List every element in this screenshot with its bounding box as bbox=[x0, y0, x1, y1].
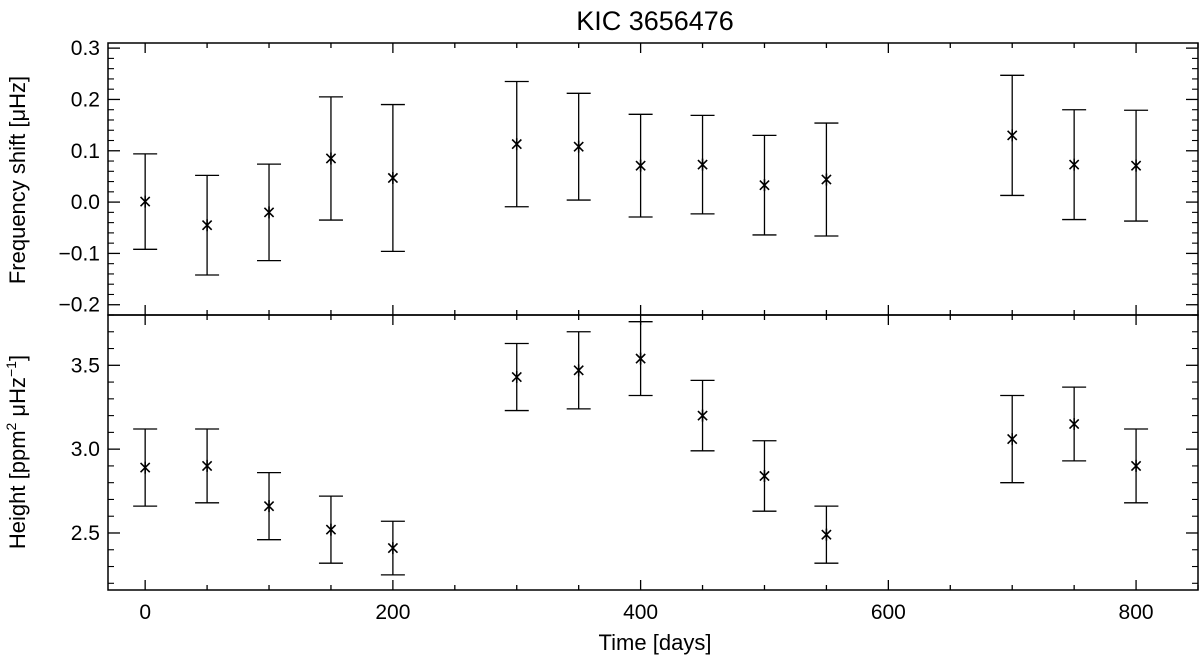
x-axis-label: Time [days] bbox=[599, 630, 712, 655]
ylabel-part-3: μHz bbox=[5, 377, 30, 423]
top-data-point bbox=[759, 179, 770, 192]
top-data-point bbox=[635, 159, 646, 172]
top-data-point bbox=[1068, 158, 1080, 171]
y-tick-label: 0.0 bbox=[71, 191, 100, 214]
top-data-point bbox=[821, 173, 832, 186]
top-y-axis-label: Frequency shift [μHz] bbox=[5, 76, 30, 284]
bottom-data-point bbox=[1007, 433, 1018, 446]
bottom-data-point bbox=[387, 542, 399, 555]
y-tick-label: 3.0 bbox=[71, 438, 100, 461]
bottom-data-point bbox=[1130, 459, 1142, 472]
y-tick-label: 2.5 bbox=[71, 522, 100, 545]
bottom-data-point bbox=[325, 523, 337, 536]
bottom-panel: 0 200 400 600 800 2.5 3.0 3.5 Height [ppm2 μHz−… bbox=[3, 314, 1199, 655]
top-data-point bbox=[201, 219, 213, 232]
bottom-panel-marks bbox=[133, 321, 1149, 576]
x-tick-label: 400 bbox=[623, 601, 658, 624]
bottom-data-point bbox=[573, 364, 584, 377]
bottom-data-point bbox=[697, 409, 708, 422]
y-tick-label: 0.1 bbox=[71, 140, 100, 163]
top-panel-ticks: −0.2 −0.1 0.0 0.1 0.2 0.3 bbox=[59, 37, 1199, 317]
y-tick-label: −0.1 bbox=[59, 242, 100, 265]
top-data-point bbox=[573, 140, 584, 153]
top-data-point bbox=[1130, 159, 1142, 172]
x-tick-label: 800 bbox=[1119, 601, 1154, 624]
bottom-data-point bbox=[1068, 417, 1080, 430]
top-panel-marks bbox=[133, 74, 1149, 276]
y-tick-label: 3.5 bbox=[71, 354, 100, 377]
bottom-y-axis-label: Height [ppm2 μHz−1] bbox=[3, 355, 30, 549]
ylabel-superscript-2: 2 bbox=[3, 422, 19, 430]
y-tick-label: −0.2 bbox=[59, 294, 100, 317]
top-data-point bbox=[325, 152, 337, 165]
top-panel: −0.2 −0.1 0.0 0.1 0.2 0.3 Frequency shift [μH… bbox=[5, 37, 1199, 317]
y-tick-label: 0.2 bbox=[71, 88, 100, 111]
top-data-point bbox=[511, 138, 522, 151]
top-data-point bbox=[263, 206, 275, 219]
chart-title: KIC 3656476 bbox=[576, 6, 734, 36]
top-data-point bbox=[139, 195, 151, 208]
x-tick-label: 600 bbox=[871, 601, 906, 624]
top-data-point bbox=[387, 171, 399, 184]
bottom-data-point bbox=[139, 461, 151, 474]
bottom-data-point bbox=[635, 352, 646, 365]
bottom-panel-frame bbox=[107, 314, 1199, 591]
top-data-point bbox=[697, 158, 708, 171]
x-tick-label: 200 bbox=[375, 601, 410, 624]
x-tick-label: 0 bbox=[139, 601, 151, 624]
bottom-data-point bbox=[263, 500, 275, 513]
ylabel-part-1: Height [ppm bbox=[5, 430, 30, 549]
ylabel-superscript-4: −1 bbox=[3, 361, 19, 377]
y-tick-label: 0.3 bbox=[71, 37, 100, 60]
bottom-data-point bbox=[511, 371, 522, 384]
bottom-data-point bbox=[759, 469, 770, 482]
bottom-data-point bbox=[201, 459, 213, 472]
bottom-data-point bbox=[821, 528, 832, 541]
ylabel-part-5: ] bbox=[5, 355, 30, 361]
top-panel-frame bbox=[107, 42, 1199, 316]
bottom-panel-ticks: 0 200 400 600 800 2.5 3.0 3.5 bbox=[71, 314, 1199, 624]
top-data-point bbox=[1007, 129, 1018, 142]
